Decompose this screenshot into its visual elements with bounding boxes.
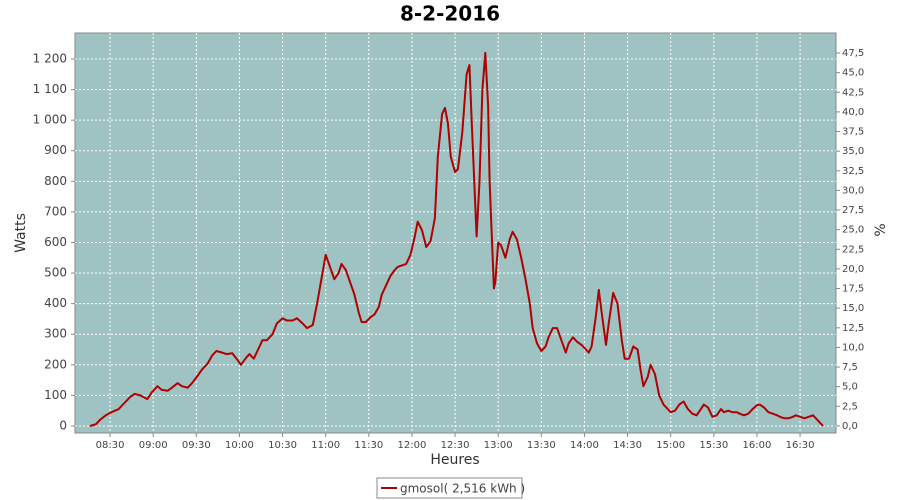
y-tick-label: 1 200 [33, 51, 67, 65]
y2-tick-label: 7,5 [842, 362, 858, 373]
y-tick-label: 0 [59, 418, 67, 432]
y2-tick-label: 40,0 [842, 107, 864, 118]
y2-tick-label: 2,5 [842, 401, 858, 412]
data-line [89, 51, 824, 427]
x-tick-label: 14:30 [613, 440, 642, 451]
x-tick-label: 11:00 [311, 440, 340, 451]
y2-tick-label: 5,0 [842, 382, 858, 393]
x-tick-label: 13:30 [527, 440, 556, 451]
x-tick-label: 14:00 [570, 440, 599, 451]
y-tick-label: 800 [44, 174, 67, 188]
y2-tick-label: 15,0 [842, 303, 864, 314]
x-tick-label: 11:30 [354, 440, 383, 451]
y-tick-label: 600 [44, 235, 67, 249]
y2-axis-title: % [873, 223, 889, 236]
y2-tick-label: 25,0 [842, 225, 864, 236]
x-tick-label: 10:30 [268, 440, 297, 451]
y-tick-label: 1 000 [33, 113, 67, 127]
x-tick-label: 13:00 [484, 440, 513, 451]
x-tick-label: 16:00 [743, 440, 772, 451]
y2-tick-label: 17,5 [842, 284, 864, 295]
x-tick-label: 15:30 [699, 440, 728, 451]
y2-tick-label: 20,0 [842, 264, 864, 275]
y2-tick-label: 47,5 [842, 48, 864, 59]
y-tick-label: 300 [44, 327, 67, 341]
y-tick-label: 1 100 [33, 82, 67, 96]
y-tick-label: 100 [44, 388, 67, 402]
x-tick-label: 09:00 [139, 440, 168, 451]
y2-tick-label: 42,5 [842, 87, 864, 98]
y-tick-label: 900 [44, 143, 67, 157]
x-tick-label: 12:30 [441, 440, 470, 451]
chart-title: 8-2-2016 [400, 2, 500, 26]
x-tick-label: 09:30 [182, 440, 211, 451]
y2-tick-label: 37,5 [842, 127, 864, 138]
x-tick-label: 16:30 [786, 440, 815, 451]
legend-box [376, 477, 523, 499]
y-tick-label: 700 [44, 204, 67, 218]
y2-tick-label: 10,0 [842, 342, 864, 353]
y-tick-label: 400 [44, 296, 67, 310]
x-tick-label: 12:00 [398, 440, 427, 451]
legend-label: gmosol( 2,516 kWh ) [400, 482, 525, 496]
y2-tick-label: 12,5 [842, 323, 864, 334]
y2-tick-label: 32,5 [842, 166, 864, 177]
y2-tick-label: 30,0 [842, 185, 864, 196]
x-tick-label: 10:00 [225, 440, 254, 451]
y2-tick-label: 35,0 [842, 146, 864, 157]
x-tick-label: 08:30 [96, 440, 125, 451]
y-tick-label: 200 [44, 357, 67, 371]
x-axis-title: Heures [430, 452, 479, 468]
y-axis-title: Watts [13, 213, 29, 253]
y2-tick-label: 22,5 [842, 244, 864, 255]
y2-tick-label: 27,5 [842, 205, 864, 216]
y2-tick-label: 45,0 [842, 68, 864, 79]
x-tick-label: 15:00 [656, 440, 685, 451]
y2-tick-label: 0,0 [842, 421, 858, 432]
y-tick-label: 500 [44, 266, 67, 280]
